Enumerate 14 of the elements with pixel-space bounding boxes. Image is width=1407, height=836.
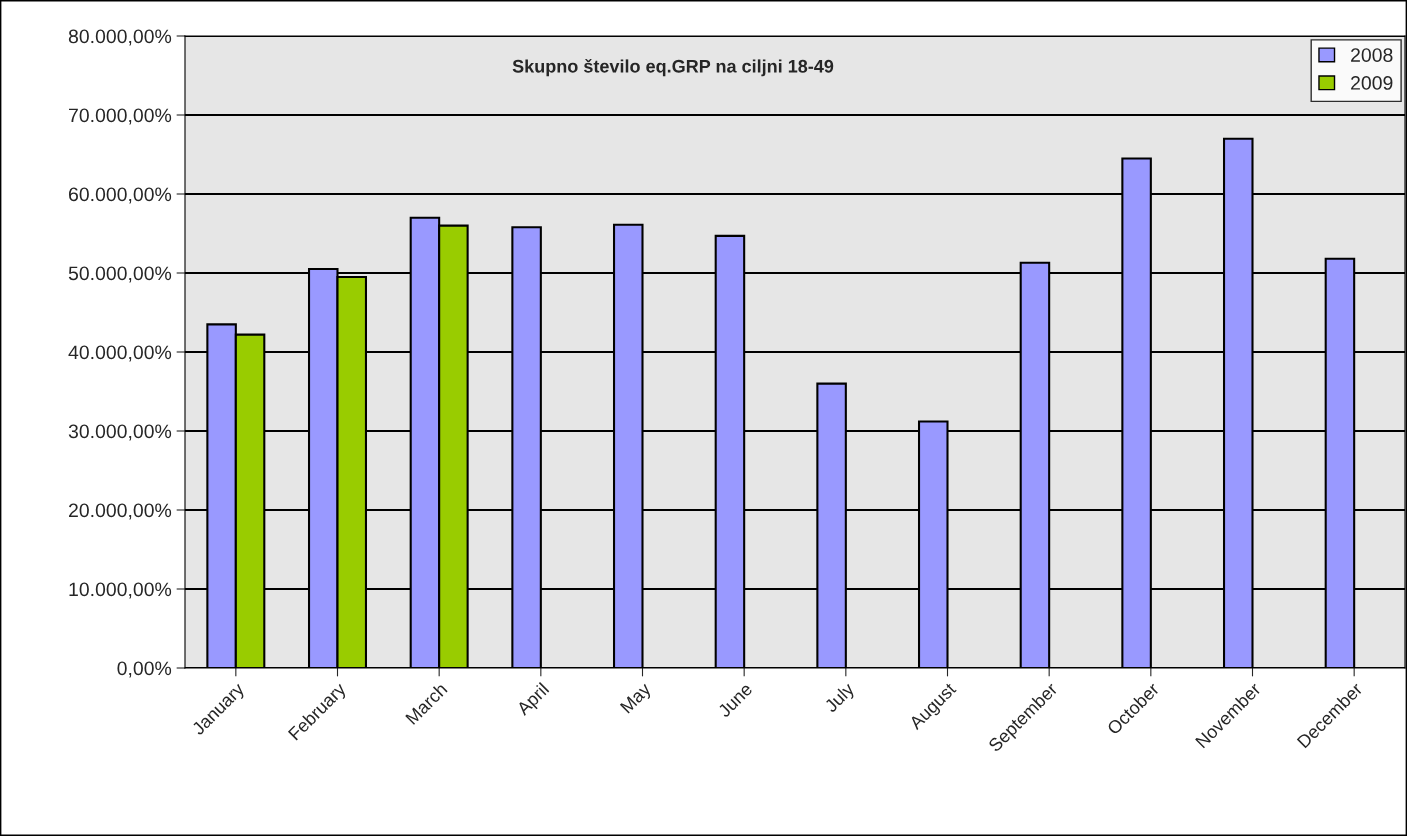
legend-label: 2008 xyxy=(1351,48,1393,62)
y-tick-label: 40.000,00% xyxy=(68,345,172,362)
x-tick-label: July xyxy=(823,681,858,716)
y-tick-label: 50.000,00% xyxy=(68,266,172,283)
y-tick-label: 30.000,00% xyxy=(68,424,172,441)
y-tick-label: 60.000,00% xyxy=(69,187,172,204)
y-tick-label: 0,00% xyxy=(117,661,172,678)
y-tick-label: 80.000,00% xyxy=(68,29,172,46)
x-tick-label: May xyxy=(619,681,655,717)
legend-label: 2009 xyxy=(1351,76,1393,90)
text: Skupno število eq.GRP na ciljni 18-49 xyxy=(512,58,834,77)
y-tick-label: 20.000,00% xyxy=(69,503,172,520)
y-tick-label: 10.000,00% xyxy=(69,582,172,599)
y-tick-label: 70.000,00% xyxy=(69,108,172,125)
